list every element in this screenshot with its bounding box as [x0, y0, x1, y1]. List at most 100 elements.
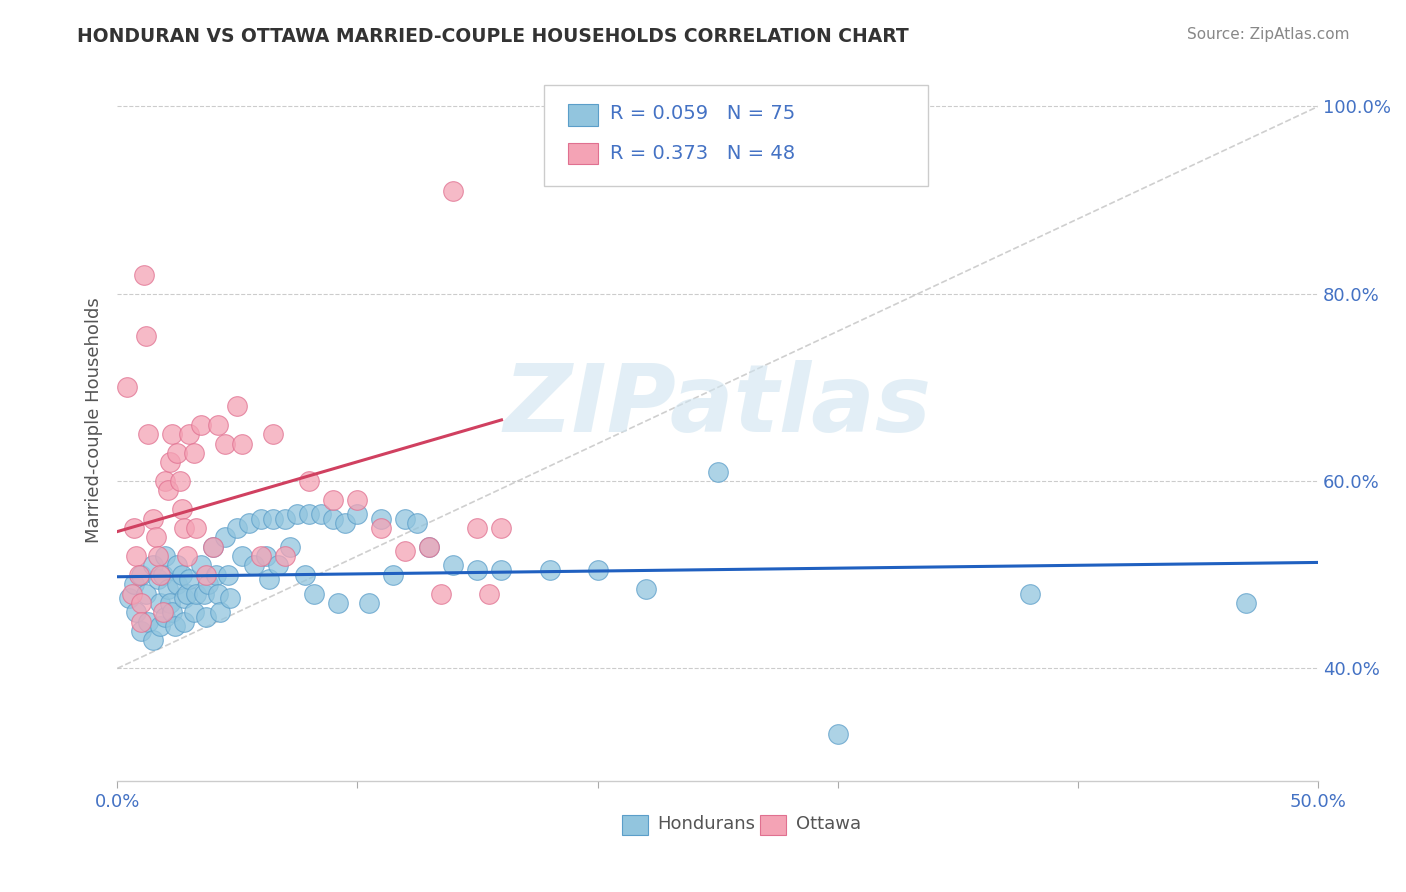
Point [226, 521, 249, 535]
Point [250, 511, 273, 525]
Point [274, 511, 297, 525]
Point [278, 540, 301, 554]
Point [328, 596, 350, 610]
Point [262, 427, 284, 442]
Point [467, 563, 489, 577]
Point [170, 567, 193, 582]
Point [173, 615, 195, 629]
Point [155, 610, 177, 624]
Point [173, 521, 195, 535]
Point [207, 417, 229, 432]
Point [129, 567, 152, 582]
Point [122, 577, 145, 591]
Point [195, 567, 218, 582]
Point [298, 474, 321, 488]
Point [231, 436, 253, 450]
Point [418, 540, 440, 554]
Point [238, 516, 260, 531]
Point [346, 492, 368, 507]
Point [634, 582, 657, 596]
Point [202, 540, 225, 554]
Point [176, 549, 198, 563]
Point [190, 558, 212, 573]
Point [156, 483, 179, 498]
Point [166, 558, 188, 573]
Point [179, 427, 201, 442]
Text: HONDURAN VS OTTAWA MARRIED-COUPLE HOUSEHOLDS CORRELATION CHART: HONDURAN VS OTTAWA MARRIED-COUPLE HOUSEH… [77, 27, 910, 45]
Point [135, 586, 157, 600]
Point [190, 417, 212, 432]
Text: Hondurans: Hondurans [658, 815, 755, 833]
Point [145, 530, 167, 544]
Point [166, 577, 188, 591]
Point [302, 586, 325, 600]
Point [142, 511, 165, 525]
Point [467, 521, 489, 535]
Point [155, 549, 177, 563]
Point [162, 427, 184, 442]
Text: Ottawa: Ottawa [796, 815, 860, 833]
Point [149, 619, 172, 633]
Text: Source: ZipAtlas.com: Source: ZipAtlas.com [1187, 27, 1350, 42]
Point [121, 586, 143, 600]
Point [125, 605, 148, 619]
Point [346, 507, 368, 521]
Point [129, 596, 152, 610]
Point [209, 605, 232, 619]
Point [538, 563, 561, 577]
Bar [568, 143, 598, 164]
Point [166, 446, 188, 460]
Point [146, 573, 169, 587]
Point [243, 558, 266, 573]
Point [115, 380, 138, 394]
Point [827, 727, 849, 741]
Point [179, 573, 201, 587]
Point [370, 521, 392, 535]
Text: R = 0.373   N = 48: R = 0.373 N = 48 [610, 144, 794, 163]
Point [217, 567, 239, 582]
Bar [568, 104, 598, 126]
Y-axis label: Married-couple Households: Married-couple Households [86, 297, 103, 543]
Point [706, 465, 728, 479]
Point [298, 507, 321, 521]
Point [152, 605, 174, 619]
Point [231, 549, 253, 563]
Point [207, 586, 229, 600]
Point [156, 582, 179, 596]
Point [128, 567, 150, 582]
Point [250, 549, 273, 563]
Point [202, 540, 225, 554]
Point [186, 521, 208, 535]
Point [204, 567, 226, 582]
Point [135, 329, 157, 343]
Point [195, 610, 218, 624]
Point [443, 184, 465, 198]
Point [159, 596, 181, 610]
Point [162, 605, 184, 619]
Point [359, 596, 381, 610]
Point [219, 591, 242, 606]
Point [149, 567, 172, 582]
Point [149, 596, 172, 610]
Point [214, 530, 236, 544]
Point [170, 502, 193, 516]
Point [418, 540, 440, 554]
Point [183, 446, 205, 460]
Point [152, 567, 174, 582]
Point [370, 511, 392, 525]
Point [443, 558, 465, 573]
Point [186, 586, 208, 600]
Point [118, 591, 141, 606]
Point [1019, 586, 1042, 600]
Point [382, 567, 405, 582]
Point [132, 268, 155, 282]
Point [285, 507, 308, 521]
Point [254, 549, 277, 563]
Point [311, 507, 333, 521]
Point [406, 516, 429, 531]
Point [129, 624, 152, 638]
Point [478, 586, 501, 600]
Bar [759, 814, 786, 835]
Point [257, 573, 280, 587]
Point [335, 516, 357, 531]
